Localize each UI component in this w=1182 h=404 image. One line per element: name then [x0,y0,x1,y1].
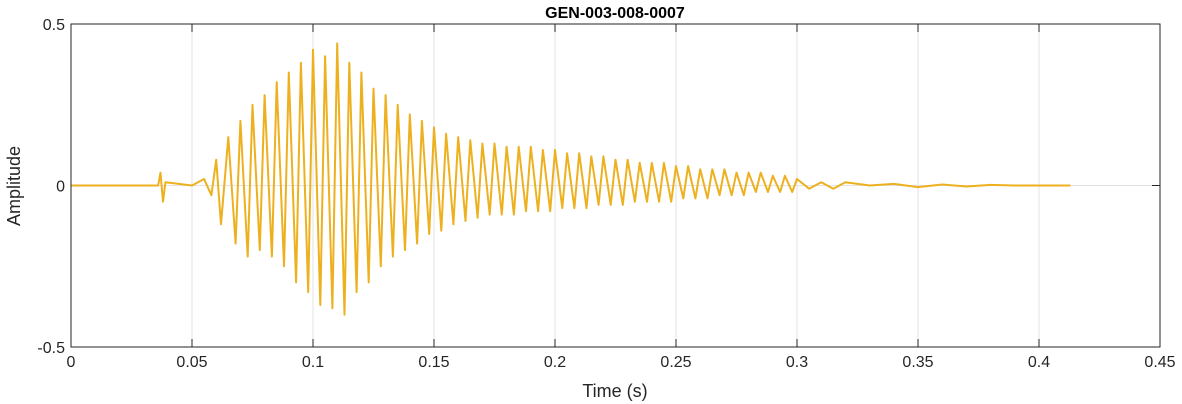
x-axis-label: Time (s) [582,381,647,401]
x-tick-label: 0.35 [902,354,933,371]
amplitude-series-line [71,42,1071,316]
x-tick-label: 0.05 [176,354,207,371]
y-tick-label: 0.5 [43,17,65,34]
plot-frame [70,23,1161,348]
x-tick-label: 0.2 [544,354,566,371]
x-tick-label: 0.4 [1028,354,1050,371]
x-tick-label: 0.1 [302,354,324,371]
x-tick-label: 0 [67,354,76,371]
chart-title: GEN-003-008-0007 [545,5,685,22]
x-tick-label: 0.45 [1144,354,1175,371]
y-tick-label: -0.5 [37,340,65,357]
x-tick-label: 0.15 [418,354,449,371]
y-axis-ticks: -0.5 0 0.5 [37,17,1160,357]
y-tick-label: 0 [56,179,65,196]
y-axis-label: Amplitude [4,146,24,226]
x-tick-label: 0.3 [786,354,808,371]
x-tick-label: 0.25 [660,354,691,371]
x-axis-ticks: 0 0.05 0.1 0.15 0.2 0.25 0.3 0.35 0.4 0.45 [67,24,1176,371]
